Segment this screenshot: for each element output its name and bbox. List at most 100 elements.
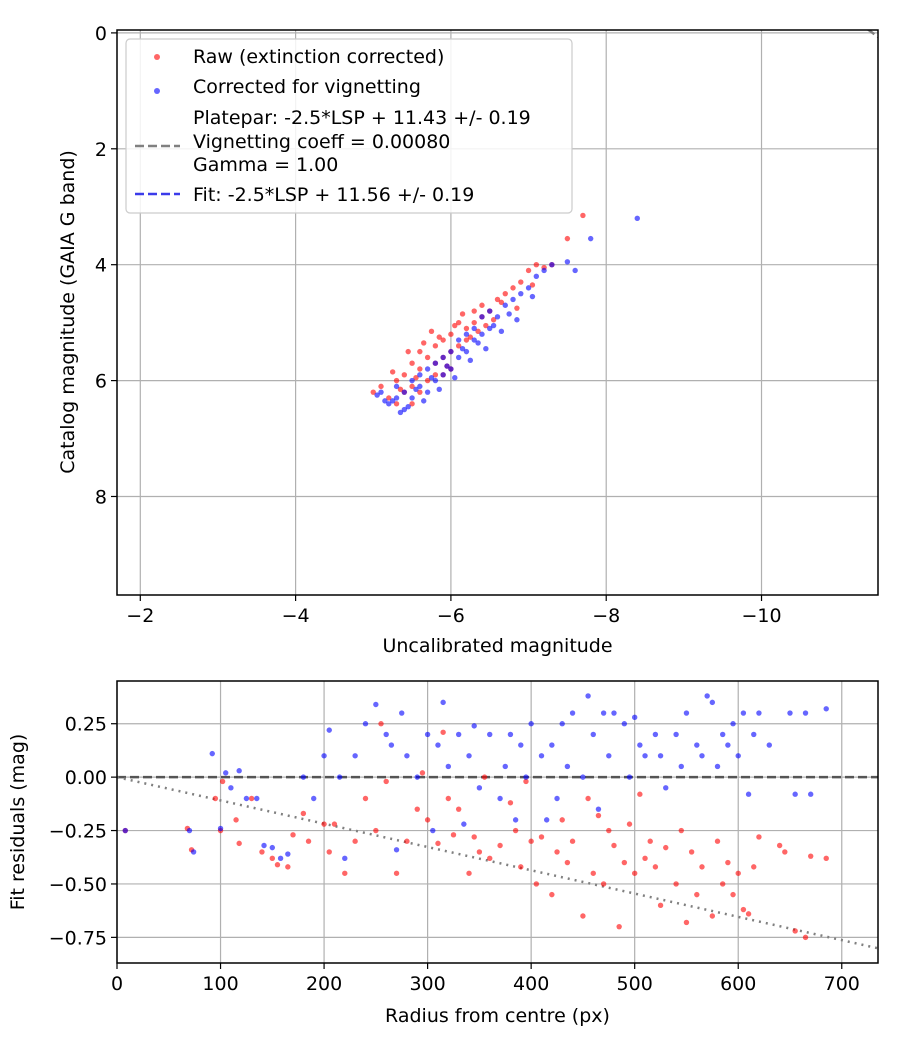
- corrected-data-point: [611, 710, 617, 716]
- raw-data-point: [782, 849, 788, 855]
- corrected-data-point: [448, 366, 454, 372]
- corrected-data-point: [421, 398, 427, 404]
- raw-data-point: [401, 372, 408, 378]
- corrected-data-point: [600, 710, 607, 716]
- corrected-data-point: [740, 710, 747, 716]
- raw-data-point: [490, 317, 497, 323]
- x-tick-label: 700: [824, 973, 860, 995]
- raw-data-point: [405, 348, 411, 355]
- corrected-data-point: [502, 302, 508, 308]
- corrected-data-point: [471, 325, 477, 332]
- raw-data-point: [219, 778, 226, 785]
- y-tick-label: −0.50: [49, 874, 107, 896]
- raw-data-point: [792, 928, 798, 934]
- corrected-data-point: [393, 395, 400, 401]
- raw-data-point: [494, 296, 501, 303]
- raw-data-point: [452, 322, 458, 329]
- corrected-data-point: [471, 723, 477, 729]
- corrected-data-point: [533, 273, 540, 279]
- raw-data-point: [421, 340, 427, 346]
- x-tick-label: 100: [202, 973, 238, 995]
- raw-data-point: [463, 337, 470, 343]
- corrected-data-point: [440, 372, 446, 378]
- corrected-data-point: [186, 827, 193, 834]
- raw-data-point: [688, 849, 695, 855]
- raw-data-point: [435, 840, 441, 847]
- raw-data-point: [518, 279, 524, 285]
- raw-data-point: [450, 832, 457, 838]
- corrected-data-point: [209, 750, 215, 757]
- corrected-data-point: [745, 791, 752, 797]
- raw-data-point: [498, 299, 505, 306]
- top-legend: Raw (extinction corrected) Corrected for…: [125, 38, 573, 214]
- raw-data-point: [413, 374, 419, 381]
- raw-data-point: [745, 911, 752, 917]
- raw-data-point: [580, 212, 586, 219]
- raw-data-point: [440, 729, 446, 735]
- raw-data-point: [529, 282, 536, 288]
- corrected-data-point: [569, 710, 576, 716]
- corrected-data-point: [719, 731, 726, 738]
- y-tick-label: 0.00: [65, 767, 107, 789]
- legend-vignetting-label: Vignetting coeff = 0.00080: [193, 131, 450, 153]
- corrected-data-point: [626, 774, 633, 780]
- corrected-data-point: [528, 721, 534, 727]
- corrected-data-point: [541, 267, 547, 274]
- corrected-data-point: [714, 763, 721, 770]
- corrected-data-point: [326, 727, 332, 733]
- raw-data-point: [285, 864, 291, 870]
- corrected-data-point: [430, 827, 436, 834]
- corrected-data-point: [663, 785, 669, 791]
- corrected-data-point: [466, 753, 472, 759]
- corrected-data-point: [564, 763, 571, 770]
- raw-data-point: [533, 261, 540, 268]
- corrected-data-point: [751, 731, 757, 738]
- top-data-points: [370, 212, 640, 416]
- corrected-data-point: [217, 825, 224, 832]
- bottom-data-points: [122, 693, 829, 941]
- raw-data-point: [321, 821, 327, 827]
- raw-data-point: [481, 774, 488, 780]
- corrected-data-point: [342, 855, 348, 862]
- corrected-data-point: [590, 731, 596, 738]
- raw-data-point: [248, 795, 255, 802]
- corrected-data-point: [559, 721, 565, 727]
- corrected-data-point: [756, 710, 762, 716]
- raw-data-point: [419, 770, 426, 776]
- raw-data-point: [417, 348, 423, 355]
- corrected-data-point: [709, 699, 716, 706]
- corrected-data-point: [487, 308, 493, 314]
- corrected-data-point: [321, 753, 327, 759]
- corrected-data-point: [386, 401, 392, 407]
- raw-data-point: [730, 891, 736, 898]
- bottom-reference-lines: [117, 775, 878, 950]
- raw-data-point: [397, 386, 404, 392]
- raw-data-point: [518, 864, 524, 870]
- raw-data-point: [647, 838, 653, 844]
- corrected-data-point: [432, 377, 439, 384]
- raw-data-point: [497, 842, 503, 849]
- raw-data-point: [455, 806, 462, 812]
- x-tick-label: 300: [409, 973, 445, 995]
- raw-data-point: [466, 870, 472, 876]
- corrected-data-point: [374, 392, 380, 398]
- corrected-data-point: [432, 360, 439, 366]
- bottom-plot-area: [117, 681, 878, 963]
- corrected-data-point: [461, 821, 467, 827]
- raw-data-point: [673, 881, 679, 887]
- corrected-data-point: [512, 817, 519, 823]
- top-ticks: −2 −4 −6 −8 −10 0 2 4 6 8: [95, 23, 782, 627]
- raw-data-point: [471, 319, 477, 326]
- raw-data-point: [585, 795, 591, 802]
- x-tick-label: 400: [513, 973, 549, 995]
- corrected-data-point: [514, 317, 520, 323]
- top-plot-frame: [116, 29, 879, 596]
- top-x-axis-label: Uncalibrated magnitude: [382, 635, 612, 657]
- corrected-data-point: [704, 693, 710, 699]
- corrected-data-point: [792, 791, 798, 797]
- corrected-data-point: [471, 337, 477, 343]
- corrected-data-point: [122, 827, 128, 834]
- raw-data-point: [719, 881, 726, 887]
- corrected-data-point: [523, 774, 529, 780]
